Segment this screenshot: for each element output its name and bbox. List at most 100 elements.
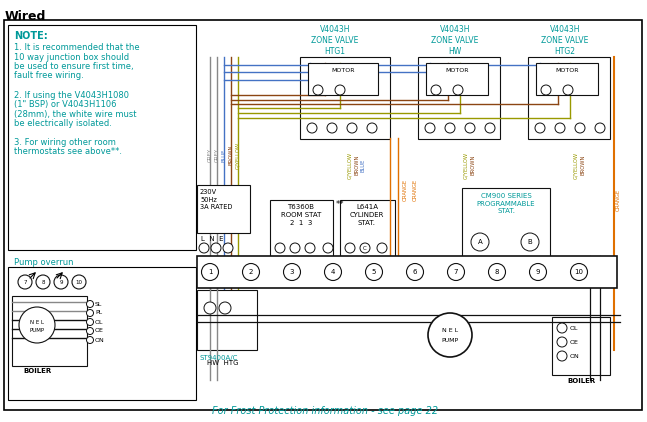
Circle shape <box>557 323 567 333</box>
Text: MOTOR: MOTOR <box>445 68 468 73</box>
Circle shape <box>488 263 505 281</box>
Text: HW  HTG: HW HTG <box>207 360 239 366</box>
Bar <box>340 200 395 258</box>
Text: OE: OE <box>95 328 104 333</box>
Text: OE: OE <box>570 340 579 344</box>
Text: 3: 3 <box>290 269 294 275</box>
Circle shape <box>327 123 337 133</box>
Circle shape <box>535 123 545 133</box>
Text: GREY: GREY <box>215 148 219 162</box>
Circle shape <box>575 123 585 133</box>
Circle shape <box>219 302 231 314</box>
Bar <box>197 185 250 233</box>
Text: BOILER: BOILER <box>567 378 595 384</box>
Text: OL: OL <box>95 319 104 325</box>
Text: 8: 8 <box>495 269 499 275</box>
Bar <box>8 267 196 400</box>
Text: 6: 6 <box>413 269 417 275</box>
Circle shape <box>335 85 345 95</box>
Circle shape <box>199 243 209 253</box>
Text: G/YELLOW: G/YELLOW <box>347 151 353 179</box>
Text: G/YELLOW: G/YELLOW <box>573 151 578 179</box>
Bar <box>308 63 378 95</box>
Bar <box>418 57 500 139</box>
Text: (28mm), the white wire must: (28mm), the white wire must <box>14 109 137 119</box>
Circle shape <box>377 243 387 253</box>
Circle shape <box>307 123 317 133</box>
Text: G/YELLOW: G/YELLOW <box>236 141 241 168</box>
Text: 8: 8 <box>41 279 45 284</box>
Bar <box>197 256 617 288</box>
Bar <box>300 57 390 139</box>
Bar <box>197 290 257 350</box>
Text: 9: 9 <box>536 269 540 275</box>
Bar <box>552 317 610 375</box>
Text: CM900 SERIES
PROGRAMMABLE
STAT.: CM900 SERIES PROGRAMMABLE STAT. <box>477 193 535 214</box>
Text: BLUE: BLUE <box>360 158 366 172</box>
Text: (1" BSP) or V4043H1106: (1" BSP) or V4043H1106 <box>14 100 116 109</box>
Text: Wired: Wired <box>5 10 47 23</box>
Text: V4043H
ZONE VALVE
HTG1: V4043H ZONE VALVE HTG1 <box>311 25 358 56</box>
Circle shape <box>521 233 539 251</box>
Circle shape <box>445 123 455 133</box>
Circle shape <box>360 243 370 253</box>
Text: 10: 10 <box>76 279 83 284</box>
Text: N E L: N E L <box>442 327 458 333</box>
Circle shape <box>595 123 605 133</box>
Circle shape <box>367 123 377 133</box>
Circle shape <box>313 85 323 95</box>
Circle shape <box>19 307 55 343</box>
Circle shape <box>453 85 463 95</box>
Bar <box>528 57 610 139</box>
Text: 7: 7 <box>23 279 27 284</box>
Text: PL: PL <box>95 311 102 316</box>
Circle shape <box>425 123 435 133</box>
Text: BROWN: BROWN <box>470 155 476 175</box>
Circle shape <box>290 243 300 253</box>
Text: BROWN: BROWN <box>355 155 360 175</box>
Circle shape <box>325 263 342 281</box>
Text: L  N  E: L N E <box>201 236 223 242</box>
Text: SL: SL <box>95 301 102 306</box>
Circle shape <box>557 351 567 361</box>
Text: 10: 10 <box>575 269 584 275</box>
Text: BROWN: BROWN <box>580 155 586 175</box>
Text: G/YELLOW: G/YELLOW <box>463 151 468 179</box>
Circle shape <box>571 263 587 281</box>
Circle shape <box>87 327 94 335</box>
Text: BOILER: BOILER <box>24 368 52 374</box>
Text: NOTE:: NOTE: <box>14 31 48 41</box>
Circle shape <box>323 243 333 253</box>
Circle shape <box>485 123 495 133</box>
Circle shape <box>305 243 315 253</box>
Text: 3. For wiring other room: 3. For wiring other room <box>14 138 116 147</box>
Text: BLUE: BLUE <box>221 148 226 162</box>
Text: 9: 9 <box>60 279 63 284</box>
Text: 10 way junction box should: 10 way junction box should <box>14 52 129 62</box>
Text: ORANGE: ORANGE <box>615 189 620 211</box>
Circle shape <box>406 263 424 281</box>
Text: **: ** <box>336 200 344 209</box>
Text: 2: 2 <box>249 269 253 275</box>
Text: Pump overrun: Pump overrun <box>14 258 74 267</box>
Circle shape <box>345 243 355 253</box>
Bar <box>426 63 488 95</box>
Circle shape <box>471 233 489 251</box>
Text: B: B <box>527 239 532 245</box>
Circle shape <box>347 123 357 133</box>
Text: 230V
50Hz
3A RATED: 230V 50Hz 3A RATED <box>200 189 232 210</box>
Text: V4043H
ZONE VALVE
HW: V4043H ZONE VALVE HW <box>432 25 479 56</box>
Bar <box>8 25 196 250</box>
Text: OL: OL <box>570 325 578 330</box>
Text: 5: 5 <box>372 269 376 275</box>
Bar <box>12 296 87 366</box>
Circle shape <box>563 85 573 95</box>
Text: BROWN: BROWN <box>228 145 234 165</box>
Circle shape <box>366 263 382 281</box>
Circle shape <box>431 85 441 95</box>
Text: thermostats see above**.: thermostats see above**. <box>14 148 122 157</box>
Text: 4: 4 <box>331 269 335 275</box>
Text: C: C <box>363 246 367 251</box>
Circle shape <box>54 275 68 289</box>
Text: PUMP: PUMP <box>29 328 45 333</box>
